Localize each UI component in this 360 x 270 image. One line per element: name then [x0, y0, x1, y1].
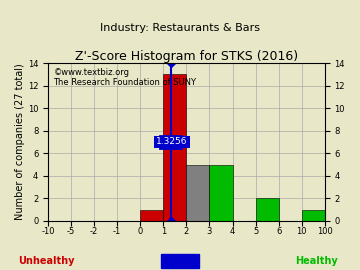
Text: ©www.textbiz.org
The Research Foundation of SUNY: ©www.textbiz.org The Research Foundation… — [54, 68, 197, 87]
Text: Healthy: Healthy — [296, 256, 338, 266]
Y-axis label: Number of companies (27 total): Number of companies (27 total) — [15, 64, 25, 220]
Bar — [302, 210, 325, 221]
Bar — [163, 74, 186, 221]
Bar — [256, 198, 279, 221]
Text: Score: Score — [162, 256, 198, 266]
Text: 1.3256: 1.3256 — [156, 137, 188, 147]
Bar — [210, 164, 233, 221]
Title: Z'-Score Histogram for STKS (2016): Z'-Score Histogram for STKS (2016) — [75, 50, 298, 63]
Bar — [140, 210, 163, 221]
Bar — [186, 164, 210, 221]
Text: Unhealthy: Unhealthy — [19, 256, 75, 266]
Text: Industry: Restaurants & Bars: Industry: Restaurants & Bars — [100, 23, 260, 33]
